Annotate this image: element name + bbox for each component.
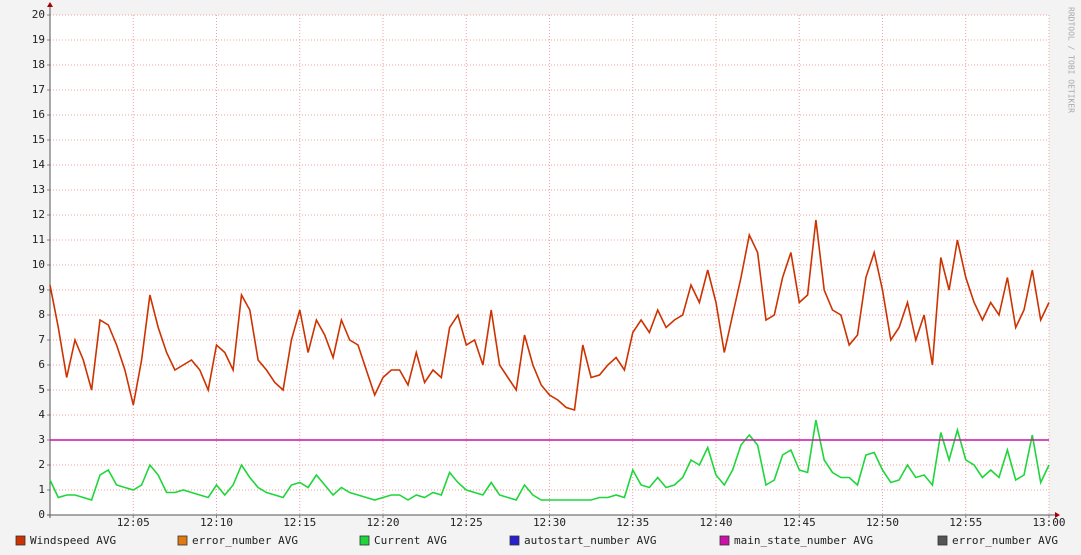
legend-swatch xyxy=(509,535,520,546)
x-tick-label: 12:30 xyxy=(533,516,566,529)
y-tick-label: 9 xyxy=(38,283,45,296)
y-tick-label: 6 xyxy=(38,358,45,371)
axis-arrow xyxy=(1055,512,1060,518)
legend-swatch xyxy=(359,535,370,546)
legend-label: autostart_number AVG xyxy=(524,534,656,547)
y-tick-label: 19 xyxy=(32,33,45,46)
y-tick-label: 12 xyxy=(32,208,45,221)
legend-label: main_state_number AVG xyxy=(734,534,873,547)
x-tick-label: 12:35 xyxy=(616,516,649,529)
y-tick-label: 14 xyxy=(32,158,46,171)
legend-label: Windspeed AVG xyxy=(30,534,116,547)
x-tick-label: 12:15 xyxy=(283,516,316,529)
x-tick-label: 12:55 xyxy=(949,516,982,529)
legend-swatch xyxy=(15,535,26,546)
x-tick-label: 12:25 xyxy=(450,516,483,529)
x-tick-label: 12:45 xyxy=(783,516,816,529)
y-tick-label: 0 xyxy=(38,508,45,521)
y-tick-label: 5 xyxy=(38,383,45,396)
series-line xyxy=(49,419,1050,501)
x-tick-label: 12:40 xyxy=(699,516,732,529)
y-tick-label: 8 xyxy=(38,308,45,321)
y-tick-label: 11 xyxy=(32,233,45,246)
y-tick-label: 15 xyxy=(32,133,45,146)
y-tick-label: 4 xyxy=(38,408,45,421)
y-tick-label: 7 xyxy=(38,333,45,346)
legend-swatch xyxy=(937,535,948,546)
y-tick-label: 13 xyxy=(32,183,45,196)
y-tick-label: 16 xyxy=(32,108,45,121)
legend-label: error_number AVG xyxy=(192,534,298,547)
axis-arrow xyxy=(47,2,53,7)
legend-label: Current AVG xyxy=(374,534,447,547)
x-tick-label: 12:50 xyxy=(866,516,899,529)
x-tick-label: 13:00 xyxy=(1032,516,1065,529)
y-tick-label: 3 xyxy=(38,433,45,446)
legend-label: error_number AVG xyxy=(952,534,1058,547)
y-tick-label: 18 xyxy=(32,58,45,71)
y-tick-label: 2 xyxy=(38,458,45,471)
legend-swatch xyxy=(177,535,188,546)
y-tick-label: 17 xyxy=(32,83,45,96)
y-tick-label: 10 xyxy=(32,258,45,271)
series-line xyxy=(49,219,1050,412)
y-tick-label: 1 xyxy=(38,483,45,496)
x-tick-label: 12:05 xyxy=(117,516,150,529)
x-tick-label: 12:10 xyxy=(200,516,233,529)
legend-swatch xyxy=(719,535,730,546)
x-tick-label: 12:20 xyxy=(366,516,399,529)
y-tick-label: 20 xyxy=(32,8,45,21)
watermark: RRDTOOL / TOBI OETIKER xyxy=(1067,7,1076,113)
